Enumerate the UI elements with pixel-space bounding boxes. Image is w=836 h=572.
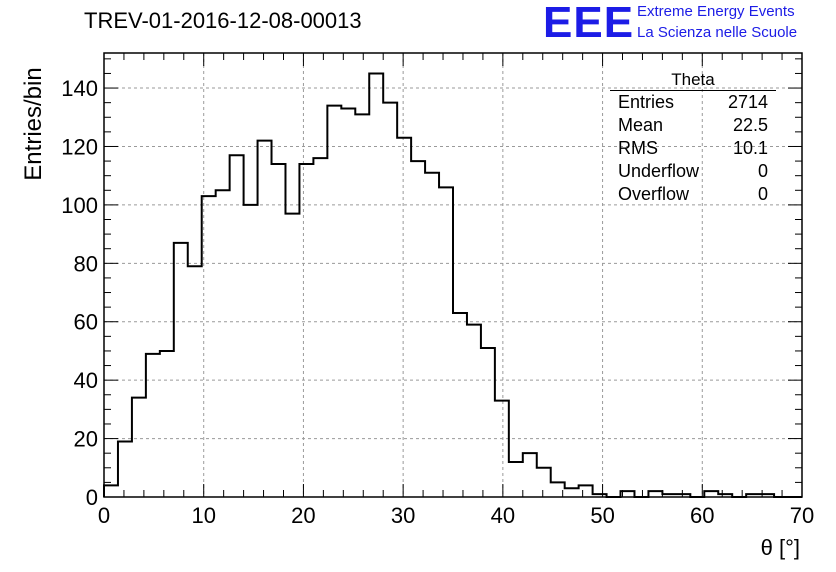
eee-logo: EEE <box>543 0 635 47</box>
stats-value: 10.1 <box>732 138 768 158</box>
x-tick-label: 60 <box>690 503 714 528</box>
y-tick-label: 40 <box>74 368 98 393</box>
stats-row: Mean 22.5 <box>610 114 776 137</box>
x-tick-label: 0 <box>98 503 110 528</box>
y-tick-label: 140 <box>61 76 98 101</box>
stats-value: 2714 <box>727 92 768 112</box>
stats-label: Mean <box>618 115 664 135</box>
x-tick-label: 10 <box>191 503 215 528</box>
logo-line-2: La Scienza nelle Scuole <box>637 24 798 41</box>
stats-label: RMS <box>618 138 658 158</box>
stats-row: Entries 2714 <box>610 91 776 114</box>
y-tick-label: 120 <box>61 134 98 159</box>
stats-box: Theta Entries 2714 Mean 22.5 RMS 10.1 Underflo… <box>610 70 776 206</box>
y-tick-label: 100 <box>61 193 98 218</box>
stats-row: Underflow 0 <box>610 160 776 183</box>
stats-value: 22.5 <box>732 115 768 135</box>
x-tick-label: 30 <box>391 503 415 528</box>
x-tick-label: 50 <box>590 503 614 528</box>
logo-line-1: Extreme Energy Events <box>637 3 795 20</box>
stats-value: 0 <box>757 184 768 204</box>
plot-frame <box>103 52 803 498</box>
x-tick-label: 20 <box>291 503 315 528</box>
chart-title: TREV-01-2016-12-08-00013 <box>84 8 362 33</box>
x-tick-label: 40 <box>491 503 515 528</box>
stats-title: Theta <box>610 70 776 91</box>
stats-value: 0 <box>757 161 768 181</box>
y-tick-label: 60 <box>74 310 98 335</box>
stats-row: Overflow 0 <box>610 183 776 206</box>
stats-label: Overflow <box>618 184 690 204</box>
x-tick-label: 70 <box>790 503 814 528</box>
y-tick-label: 0 <box>86 485 98 510</box>
stats-row: RMS 10.1 <box>610 137 776 160</box>
y-tick-label: 80 <box>74 251 98 276</box>
stats-rows: Entries 2714 Mean 22.5 RMS 10.1 Underflow 0 Over… <box>610 91 776 206</box>
stats-label: Underflow <box>618 161 700 181</box>
y-tick-label: 20 <box>74 427 98 452</box>
x-axis-label: θ [°] <box>760 535 800 560</box>
stats-label: Entries <box>618 92 675 112</box>
